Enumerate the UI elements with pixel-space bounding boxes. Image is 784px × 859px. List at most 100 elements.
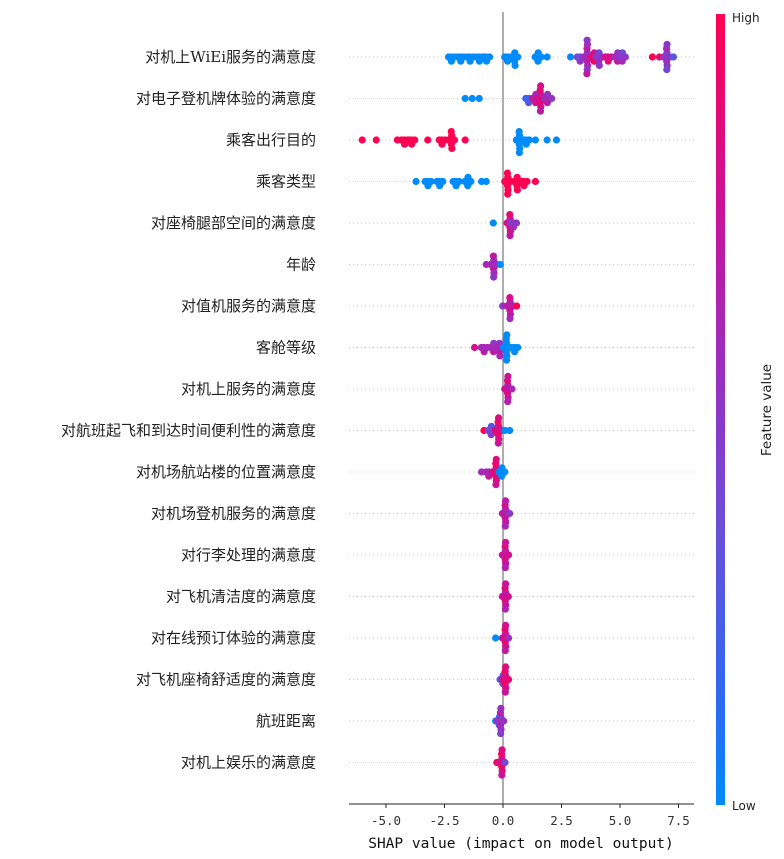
shap-point [501, 497, 510, 505]
shap-point [489, 468, 497, 476]
shap-point [358, 136, 366, 144]
shap-point [491, 426, 499, 435]
shap-point [519, 136, 528, 144]
shap-point [450, 136, 459, 144]
shap-point [501, 53, 509, 61]
shap-point [498, 634, 506, 642]
shap-point [463, 53, 471, 61]
shap-point [470, 343, 479, 352]
shap-point [514, 343, 522, 352]
shap-point [506, 294, 514, 302]
shap-point [444, 136, 453, 144]
x-tick-label: 2.5 [550, 813, 573, 828]
shap-point [495, 758, 503, 767]
shap-point [512, 136, 520, 144]
shap-point [501, 663, 510, 671]
shap-point [552, 136, 561, 144]
shap-point [506, 426, 514, 435]
feature-row-points [496, 663, 513, 696]
shap-point [517, 177, 525, 186]
shap-point [473, 53, 481, 61]
shap-point [537, 53, 545, 61]
shap-point [475, 94, 483, 103]
shap-point [498, 675, 506, 684]
feature-label: 对飞机清洁度的满意度 [166, 588, 316, 606]
shap-point [492, 343, 501, 352]
feature-label: 对行李处理的满意度 [181, 546, 316, 564]
shap-point [447, 128, 455, 136]
shap-point [501, 468, 509, 476]
shap-point [501, 758, 509, 767]
shap-point [486, 53, 494, 61]
shap-point [515, 149, 523, 157]
shap-point [531, 177, 540, 186]
colorbar-gradient [716, 14, 725, 805]
feature-label: 对座椅腿部空间的满意度 [151, 214, 316, 232]
x-axis-label: SHAP value (impact on model output) [368, 836, 674, 852]
shap-point [487, 260, 495, 269]
feature-row-points [412, 169, 540, 198]
shap-point [497, 704, 505, 713]
shap-point [411, 136, 419, 144]
shap-point [592, 53, 600, 61]
x-tick-label: -5.0 [371, 813, 401, 828]
shap-point [461, 94, 469, 103]
feature-label: 年龄 [286, 256, 316, 274]
shap-point [583, 36, 591, 44]
x-tick-label: 5.0 [609, 813, 632, 828]
feature-label: 航班距离 [256, 712, 316, 730]
shap-point [508, 53, 516, 61]
shap-point [489, 252, 497, 260]
shap-point [648, 53, 657, 61]
shap-point [455, 177, 463, 186]
shap-point [621, 53, 629, 61]
colorbar-high-label: High [732, 11, 760, 25]
shap-point [510, 177, 518, 186]
feature-row-points [501, 372, 516, 406]
shap-point [508, 343, 516, 352]
shap-point [424, 136, 432, 144]
shap-point [512, 219, 521, 227]
shap-point [412, 177, 420, 186]
feature-label: 对机上娱乐的满意度 [181, 754, 316, 772]
feature-label: 乘客出行目的 [226, 131, 316, 149]
shap-point [501, 177, 509, 186]
shap-point [504, 372, 512, 380]
shap-point [499, 343, 508, 352]
feature-row-points [499, 294, 521, 323]
shap-point [566, 53, 575, 61]
shap-point [504, 634, 513, 642]
shap-point [461, 136, 469, 144]
shap-point [501, 385, 509, 393]
shap-point [511, 61, 519, 69]
shap-point [480, 53, 488, 61]
shap-point [482, 468, 490, 476]
shap-point [663, 66, 671, 74]
shap-point [498, 509, 506, 518]
shap-point [482, 177, 490, 186]
feature-row-points [477, 455, 509, 489]
shap-point [506, 232, 514, 240]
shap-point [496, 260, 504, 269]
feature-row-points [489, 211, 521, 240]
shap-point [508, 385, 516, 393]
shap-point [492, 455, 500, 463]
shap-point [531, 136, 540, 144]
shap-point [500, 717, 508, 725]
shap-point [449, 177, 457, 186]
shap-point [501, 580, 510, 588]
feature-labels: 对机上WiEi服务的满意度对电子登机牌体验的满意度乘客出行目的乘客类型对座椅腿部… [61, 48, 316, 772]
feature-label: 对飞机座椅舒适度的满意度 [136, 671, 316, 689]
shap-point [494, 439, 502, 447]
shap-point [503, 331, 511, 339]
feature-row-points [470, 331, 522, 364]
shap-point [503, 169, 512, 177]
shap-point [448, 144, 456, 152]
shap-point [601, 53, 609, 61]
shap-point [660, 53, 668, 61]
shap-point [495, 468, 503, 476]
shap-point [506, 211, 514, 219]
shap-point [427, 177, 435, 186]
shap-point [504, 398, 512, 406]
